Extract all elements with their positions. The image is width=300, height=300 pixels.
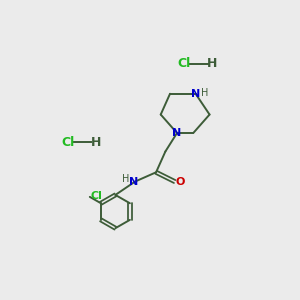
Text: N: N (172, 128, 182, 138)
Text: H: H (122, 174, 129, 184)
Text: Cl: Cl (177, 57, 190, 70)
Text: H: H (201, 88, 208, 98)
Text: H: H (207, 57, 217, 70)
Text: Cl: Cl (61, 136, 74, 149)
Text: Cl: Cl (91, 191, 103, 201)
Text: O: O (175, 176, 184, 187)
Text: N: N (191, 89, 200, 99)
Text: H: H (90, 136, 101, 149)
Text: N: N (129, 176, 139, 187)
